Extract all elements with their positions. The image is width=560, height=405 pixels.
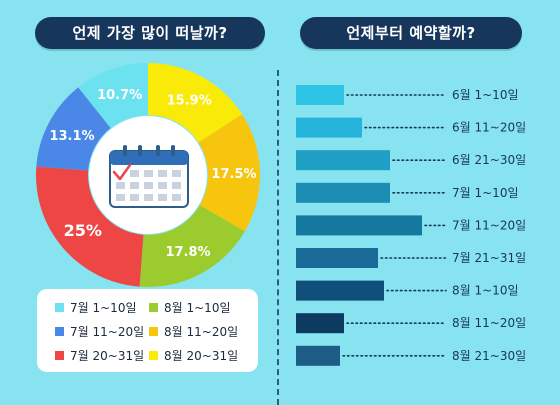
donut-slice — [35, 166, 144, 287]
left-chart-title: 언제 가장 많이 떠날까? — [35, 17, 265, 49]
bar — [296, 345, 340, 366]
calendar-icon — [109, 145, 189, 208]
slice-label: 17.5% — [211, 167, 256, 182]
legend-label: 8월 20~31일 — [164, 349, 239, 363]
bar — [296, 313, 344, 334]
bar — [296, 150, 390, 171]
donut-legend: 7월 1~10일 7월 11~20일 7월 20~31일 8월 1~10일 8월 11~… — [37, 289, 258, 372]
bar — [296, 248, 378, 268]
bar-label: 6월 1~10일 — [452, 88, 519, 102]
legend-item: 8월 11~20일 — [149, 323, 238, 340]
legend-label: 8월 11~20일 — [164, 325, 239, 339]
legend-label: 8월 1~10일 — [164, 301, 231, 315]
bar — [296, 182, 390, 203]
divider-line — [277, 70, 279, 405]
legend-item: 7월 1~10일 — [55, 299, 137, 316]
bar-label: 6월 11~20일 — [452, 121, 526, 135]
bar — [296, 280, 384, 301]
bar-label: 8월 21~30일 — [452, 349, 526, 363]
bar — [296, 85, 344, 105]
donut-slice — [78, 63, 148, 129]
legend-swatch — [149, 303, 158, 312]
bar-label: 8월 11~20일 — [452, 316, 526, 330]
donut-slice — [36, 87, 111, 171]
bar — [296, 117, 362, 138]
legend-item: 8월 1~10일 — [149, 299, 231, 316]
donut-slice — [148, 63, 243, 143]
slice-label: 13.1% — [49, 129, 94, 144]
legend-swatch — [55, 327, 64, 336]
legend-item: 7월 11~20일 — [55, 323, 144, 340]
bar-label: 7월 1~10일 — [452, 186, 519, 200]
slice-label: 15.9% — [167, 94, 212, 109]
bar-label: 7월 21~31일 — [452, 251, 526, 265]
bar-label: 7월 11~20일 — [452, 218, 526, 232]
slice-label: 25% — [64, 221, 102, 240]
legend-swatch — [149, 351, 158, 360]
legend-swatch — [55, 351, 64, 360]
slice-label: 17.8% — [165, 245, 210, 260]
legend-label: 7월 11~20일 — [70, 325, 145, 339]
legend-label: 7월 20~31일 — [70, 349, 145, 363]
donut-slice — [198, 114, 261, 232]
legend-item: 8월 20~31일 — [149, 347, 238, 364]
legend-label: 7월 1~10일 — [70, 301, 137, 315]
legend-swatch — [55, 303, 64, 312]
bar-label: 8월 1~10일 — [452, 284, 519, 298]
donut-slice — [139, 205, 245, 287]
legend-swatch — [149, 327, 158, 336]
bar-label: 6월 21~30일 — [452, 153, 526, 167]
bar — [296, 215, 422, 236]
slice-label: 10.7% — [97, 88, 142, 103]
legend-item: 7월 20~31일 — [55, 347, 144, 364]
right-chart-title: 언제부터 예약할까? — [300, 17, 522, 49]
